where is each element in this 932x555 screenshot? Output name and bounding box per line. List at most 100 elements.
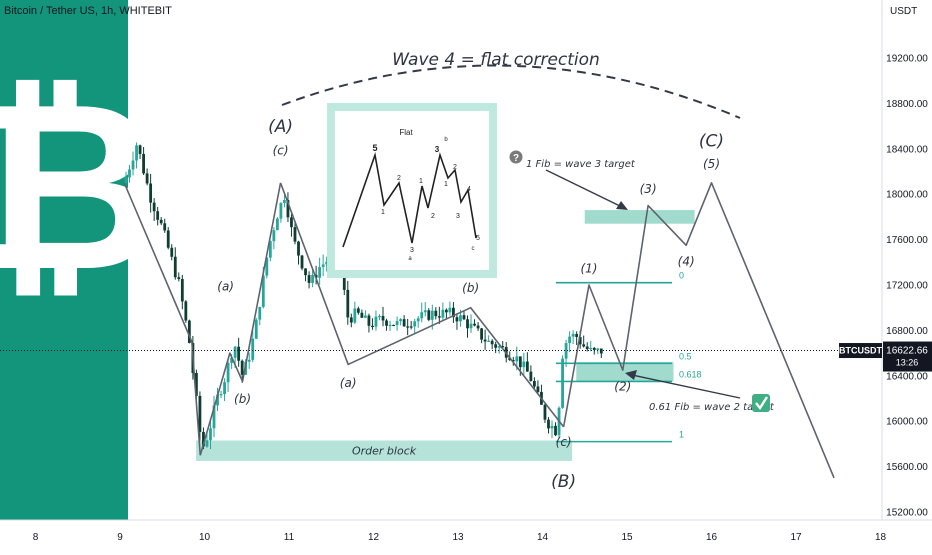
wave2-arrow-head [625,370,637,380]
flat-inset-5-end: 5 [476,235,480,242]
candle-up [251,338,255,360]
candle-down [304,268,307,276]
fib-level-label: 0.618 [679,369,702,379]
candle-up [205,440,209,447]
candle-up [128,169,131,178]
flat-inset-title: Flat [399,128,413,137]
candle-down [346,289,350,318]
order-block-zone [196,440,573,461]
zones-layer: Order block [196,210,695,461]
wave2-annotation: 0.61 Fib = wave 2 target [625,370,775,413]
candle-down [166,230,170,248]
candle-up [395,321,399,326]
candle-up [223,382,226,395]
candle-up [265,257,269,276]
candle-up [448,307,452,313]
flat-inset-panel [335,111,489,270]
candle-up [522,361,526,368]
wave4-arc [281,64,741,119]
candle-down [462,315,466,320]
candle-down [575,333,579,337]
candle-up [497,346,501,348]
candle-down [371,325,374,327]
candle-down [297,241,300,256]
candle-down [582,344,586,347]
checkmark-icon [752,394,770,412]
candle-up [430,310,434,320]
price-tick-label: 16400.00 [886,371,928,382]
price-tag [883,341,932,372]
wave4-title: Wave 4 = flat correction [392,50,600,70]
price-tick-label: 16000.00 [886,417,928,428]
price-axis[interactable]: 15200.00 15600.00 16000.00 16400.00 16800.00… [886,54,928,519]
wave-label: (2) [614,380,631,394]
candle-up [441,309,445,318]
flat-inset-1-mid: 1 [419,178,423,185]
wave-label: (c) [273,143,289,157]
candle-down [452,307,455,318]
flat-inset-4: 4 [467,186,471,193]
flat-inset: Flat 5 1 2 3 a 1 2 3 b 2 1 3 4 5 c [327,103,497,278]
candle-up [550,425,554,429]
candle-down [152,202,156,212]
time-axis[interactable]: 8 9 10 11 12 13 14 15 16 17 18 [33,532,887,543]
candle-up [272,230,276,242]
time-tick-label: 16 [706,532,718,543]
time-tick-label: 13 [452,532,464,543]
time-tick-label: 12 [368,532,380,543]
candle-up [561,358,564,408]
order-block-label: Order block [352,445,417,458]
wave-label: (1) [580,262,597,276]
candle-down [483,339,487,342]
candle-down [159,219,163,224]
candle-down [138,145,142,154]
candle-down [444,309,448,313]
candle-down [466,319,469,329]
candle-down [381,316,385,321]
candle-down [290,217,293,228]
candle-up [416,318,420,322]
candle-up [212,405,216,429]
wave-label: (b) [462,281,479,295]
candle-down [402,319,406,327]
candle-up [469,323,473,329]
time-tick-label: 14 [537,532,549,543]
candle-down [156,211,160,220]
question-mark-glyph: ? [513,153,519,164]
candle-up [564,343,568,359]
wave-label: (a) [340,376,357,390]
candle-down [187,320,191,343]
chart-title: Bitcoin / Tether US, 1h, WHITEBIT [4,5,172,17]
wave3-arrow-line [545,169,623,208]
price-tick-label: 17200.00 [886,281,928,292]
fib-wave3-note: 1 Fib = wave 3 target [526,159,636,170]
candle-up [413,321,417,327]
candle-down [490,340,494,345]
wave3-annotation: ? 1 Fib = wave 3 target [509,150,636,210]
price-axis-unit: USDT [890,6,917,17]
fib-level-label: 1 [679,430,684,440]
candle-down [360,312,364,318]
candle-up [311,274,314,283]
question-mark-icon [509,150,523,164]
time-tick-label: 18 [875,532,887,543]
price-tag-countdown: 13:26 [896,358,919,368]
price-tick-label: 15600.00 [886,462,928,473]
candles-layer [124,142,603,450]
fib-level-label: 0.5 [679,351,692,361]
wave-label: (3) [640,182,657,196]
candle-up [124,177,128,183]
wave-label: (c) [556,435,572,449]
wave-line-abc-b [279,182,565,428]
time-tick-label: 11 [284,532,295,543]
time-tick-label: 15 [621,532,633,543]
candle-up [230,357,234,363]
candle-down [529,371,533,382]
bitcoin-logo-icon: ₿ [0,55,160,318]
flat-inset-2-mid: 2 [431,213,435,220]
price-tick-label: 18800.00 [886,99,928,110]
wave-line-main [123,182,202,456]
flat-inset-5-top: 5 [372,143,377,153]
wave2-arrow-line [631,374,741,399]
